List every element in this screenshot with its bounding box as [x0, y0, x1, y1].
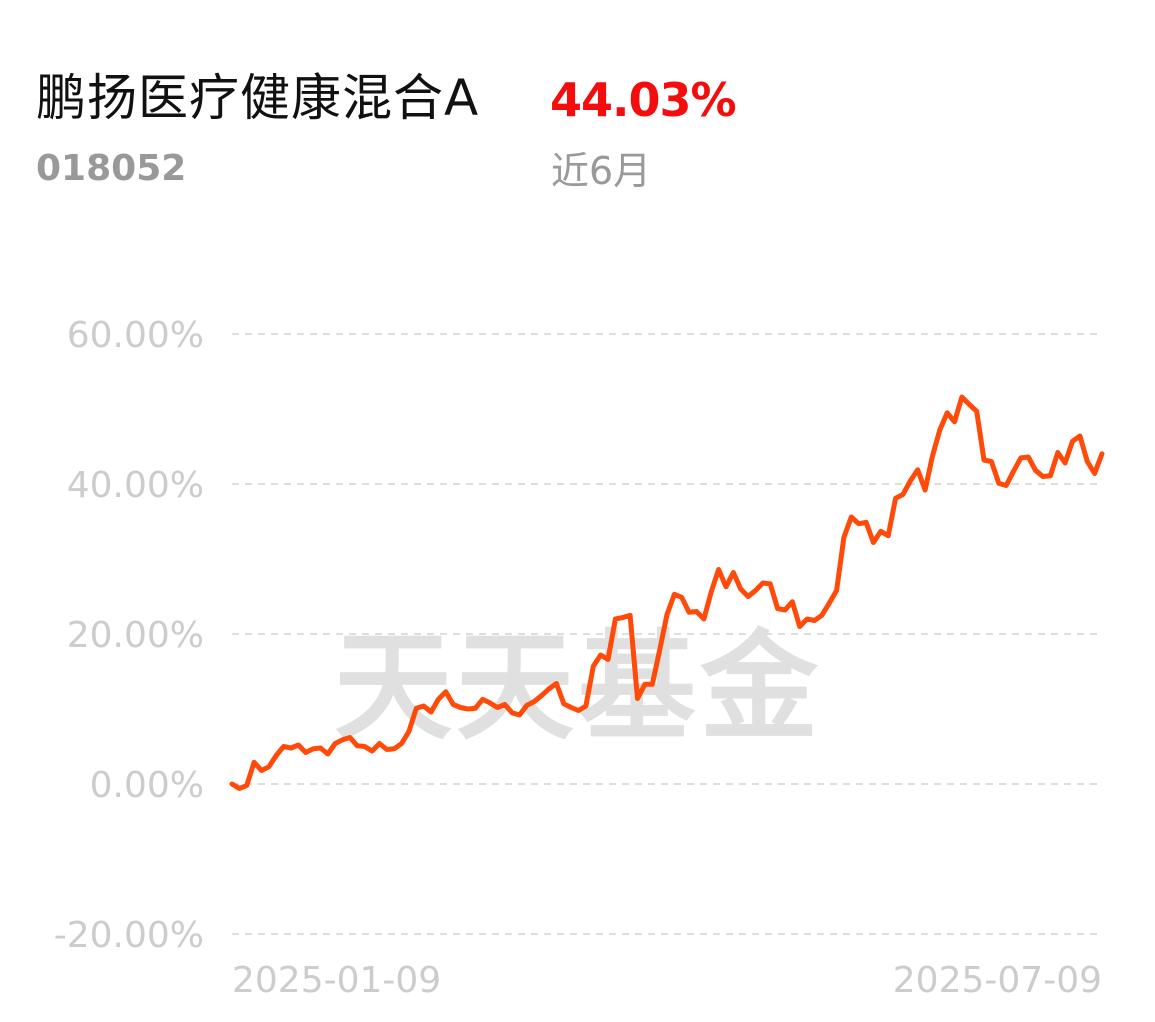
fund-code: 018052 [36, 148, 187, 189]
x-tick-label: 2025-01-09 [232, 960, 441, 1001]
y-tick-label: 20.00% [67, 615, 204, 656]
y-tick-label: 0.00% [90, 765, 204, 806]
y-tick-label: 40.00% [67, 465, 204, 506]
x-tick-label: 2025-07-09 [893, 960, 1102, 1001]
fund-return-value: 44.03% [550, 73, 737, 127]
x-axis-ticks: 2025-01-09 2025-07-09 [232, 960, 1102, 1001]
period-label: 近6月 [551, 149, 652, 193]
grid-lines [232, 333, 1102, 935]
y-axis-ticks: 60.00% 40.00% 20.00% 0.00% -20.00% [54, 315, 204, 956]
watermark-text: 天天基金 [334, 617, 822, 756]
y-tick-label: -20.00% [54, 915, 204, 956]
y-tick-label: 60.00% [67, 315, 204, 356]
fund-name: 鹏扬医疗健康混合A [36, 69, 480, 127]
series-layer [229, 394, 1105, 791]
series-line-0 [229, 394, 1105, 791]
